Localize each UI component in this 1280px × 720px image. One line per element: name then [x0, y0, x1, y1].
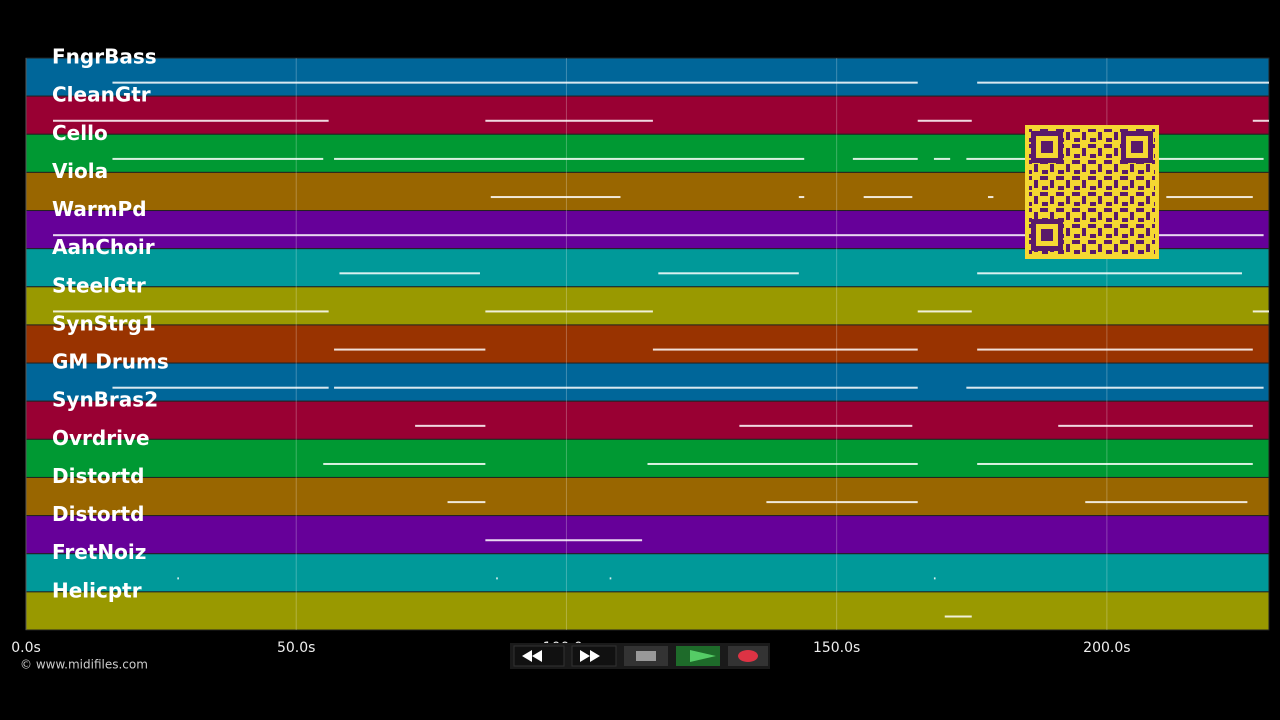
- note: [647, 462, 918, 465]
- note: [112, 386, 329, 389]
- note: [766, 501, 918, 504]
- note: [485, 539, 643, 542]
- transport-controls: [510, 643, 770, 669]
- track-band: [25, 438, 1270, 478]
- note: [739, 424, 913, 427]
- track-band: [25, 515, 1270, 555]
- qr-border: [1025, 125, 1159, 259]
- note: [652, 348, 918, 351]
- note: [987, 196, 994, 199]
- note: [944, 615, 972, 618]
- note: [609, 577, 612, 580]
- note: [1166, 196, 1253, 199]
- note: [933, 157, 951, 160]
- note: [334, 348, 486, 351]
- note: [1252, 119, 1269, 122]
- note: [496, 577, 498, 580]
- x-tick-label: 0.0s: [11, 640, 41, 656]
- credit: © www.midifiles.com: [20, 658, 148, 672]
- note: [798, 196, 805, 199]
- note: [852, 157, 918, 160]
- note: [112, 81, 918, 84]
- track-label: CleanGtr: [52, 83, 151, 107]
- note: [863, 196, 913, 199]
- track-label: Cello: [52, 121, 108, 145]
- note: [658, 272, 799, 275]
- note: [339, 272, 480, 275]
- qr-code: [1025, 125, 1159, 259]
- track-label: Helicptr: [52, 578, 142, 602]
- note: [334, 386, 918, 389]
- note: [977, 81, 1269, 84]
- x-tick-label: 50.0s: [277, 640, 315, 656]
- record-button[interactable]: [728, 646, 768, 666]
- note: [1252, 310, 1269, 313]
- x-tick-label: 200.0s: [1083, 640, 1130, 656]
- track-label: Distortd: [52, 464, 144, 488]
- track-band: [25, 57, 1270, 97]
- track-band: [25, 553, 1270, 593]
- track-label: Ovrdrive: [52, 426, 150, 450]
- track-label: AahChoir: [52, 235, 155, 259]
- note: [490, 196, 621, 199]
- track-band: [25, 591, 1270, 631]
- note: [112, 157, 324, 160]
- note: [977, 272, 1242, 275]
- note: [53, 234, 1264, 237]
- track-band: [25, 476, 1270, 517]
- track-band: [25, 362, 1270, 402]
- note: [53, 119, 329, 122]
- track-label: GM Drums: [52, 350, 169, 374]
- note: [917, 310, 972, 313]
- note: [966, 386, 1264, 389]
- note: [177, 577, 179, 580]
- track-label: Distortd: [52, 502, 144, 526]
- track-label: SteelGtr: [52, 273, 146, 297]
- x-tick-label: 150.0s: [813, 640, 860, 656]
- notes: [53, 81, 1269, 618]
- note: [323, 462, 486, 465]
- track-labels: FngrBass CleanGtr Cello Viola WarmPd AahChoir…: [52, 45, 169, 603]
- play-button[interactable]: [676, 646, 720, 666]
- track-band: [25, 286, 1270, 326]
- track-label: SynBras2: [52, 388, 158, 412]
- note: [977, 462, 1253, 465]
- note: [933, 577, 936, 580]
- note: [53, 310, 329, 313]
- track-label: FngrBass: [52, 45, 157, 69]
- track-label: SynStrg1: [52, 311, 156, 335]
- rewind-button[interactable]: [513, 645, 565, 667]
- note: [334, 157, 805, 160]
- note: [917, 119, 972, 122]
- note: [415, 424, 486, 427]
- track-band: [25, 324, 1270, 364]
- track-band: [25, 400, 1270, 440]
- track-label: WarmPd: [52, 197, 147, 221]
- track-label: Viola: [52, 159, 108, 183]
- note: [977, 348, 1253, 351]
- note: [485, 119, 653, 122]
- note: [1085, 501, 1248, 504]
- note: [1058, 424, 1253, 427]
- fast-forward-button[interactable]: [571, 645, 617, 667]
- track-label: FretNoiz: [52, 540, 146, 564]
- stop-button[interactable]: [624, 646, 668, 666]
- note: [447, 501, 486, 504]
- note: [485, 310, 653, 313]
